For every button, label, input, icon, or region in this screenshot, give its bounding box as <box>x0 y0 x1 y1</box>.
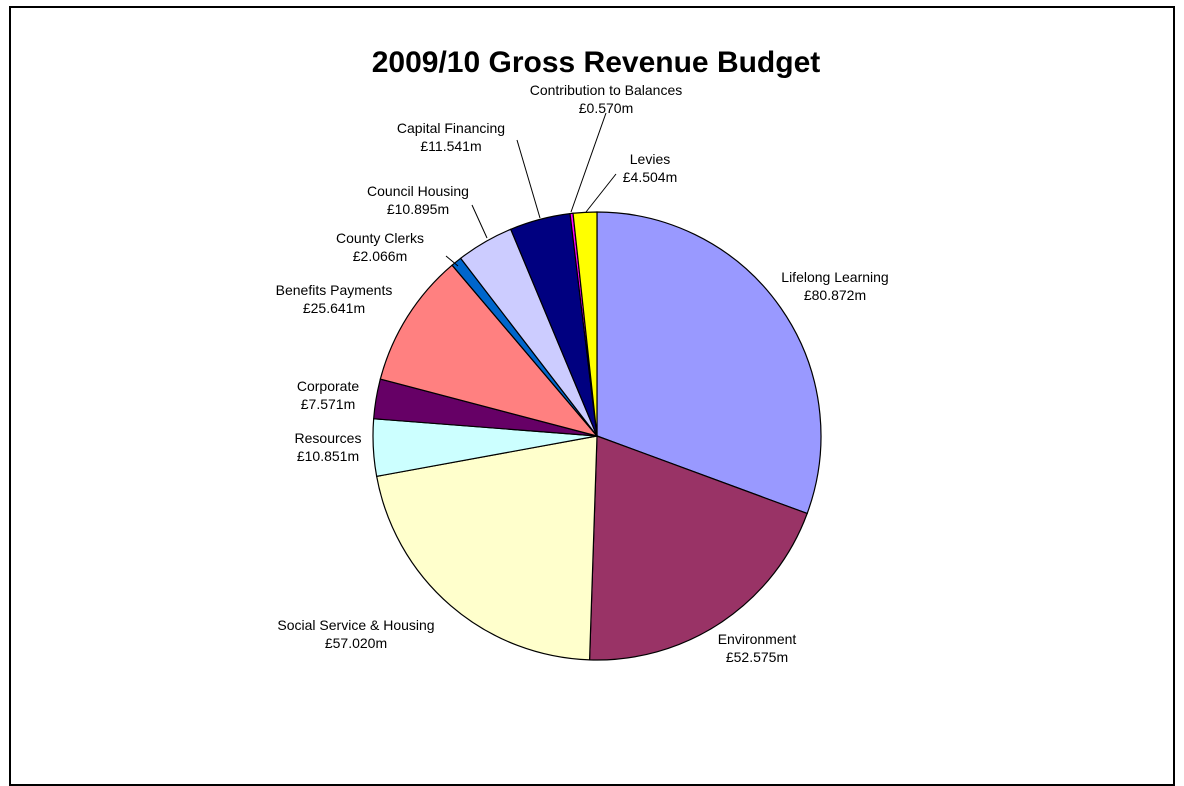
slice-label-name: Social Service & Housing <box>277 617 434 633</box>
slice-label-name: Resources <box>295 430 362 446</box>
slice-label: Corporate £7.571m <box>297 378 359 412</box>
slice-label-value: £7.571m <box>301 396 355 412</box>
slice-label: Capital Financing £11.541m <box>397 120 505 154</box>
leader-line <box>585 173 617 213</box>
pie-slice-environment <box>588 435 808 661</box>
slice-label-name: Capital Financing <box>397 120 505 136</box>
leader-line <box>445 255 459 267</box>
slice-label: Benefits Payments £25.641m <box>276 282 393 316</box>
slice-label: Social Service & Housing £57.020m <box>277 617 434 651</box>
leader-line <box>471 204 488 239</box>
slice-label: Council Housing £10.895m <box>367 183 469 217</box>
leader-line <box>516 139 541 219</box>
slice-label: Lifelong Learning £80.872m <box>781 269 888 303</box>
slice-label: Environment £52.575m <box>718 631 797 665</box>
slice-label-value: £0.570m <box>579 100 633 116</box>
pie-slice-social-service-housing <box>375 435 598 661</box>
slice-label-name: Contribution to Balances <box>530 82 683 98</box>
pie-slice-lifelong-learning <box>596 211 822 515</box>
slice-label-value: £57.020m <box>325 635 387 651</box>
pie-slice-benefits-payments <box>379 264 599 438</box>
slice-label-name: Council Housing <box>367 183 469 199</box>
slice-label-name: Corporate <box>297 378 359 394</box>
slice-label: Levies £4.504m <box>623 151 677 185</box>
slice-label: County Clerks £2.066m <box>336 230 424 264</box>
pie-slices <box>372 211 822 661</box>
slice-label-value: £52.575m <box>726 649 788 665</box>
slice-label-value: £2.066m <box>353 248 407 264</box>
slice-label-value: £4.504m <box>623 169 677 185</box>
slice-label-value: £25.641m <box>303 300 365 316</box>
pie-slice-levies <box>572 211 598 437</box>
slice-label: Contribution to Balances £0.570m <box>530 82 683 116</box>
chart-title: 2009/10 Gross Revenue Budget <box>372 46 821 79</box>
slice-label-value: £80.872m <box>804 287 866 303</box>
leader-lines <box>445 112 617 267</box>
slice-label-value: £11.541m <box>420 138 481 154</box>
slice-label-name: County Clerks <box>336 230 424 246</box>
slice-label-name: Benefits Payments <box>276 282 393 298</box>
slice-label: Resources £10.851m <box>295 430 362 464</box>
slice-label-value: £10.895m <box>387 201 449 217</box>
slice-labels: Lifelong Learning £80.872m Environment £52.… <box>276 82 889 665</box>
leader-line <box>570 112 607 213</box>
slice-label-value: £10.851m <box>297 448 359 464</box>
slice-label-name: Environment <box>718 631 797 647</box>
slice-label-name: Levies <box>630 151 670 167</box>
slice-label-name: Lifelong Learning <box>781 269 888 285</box>
